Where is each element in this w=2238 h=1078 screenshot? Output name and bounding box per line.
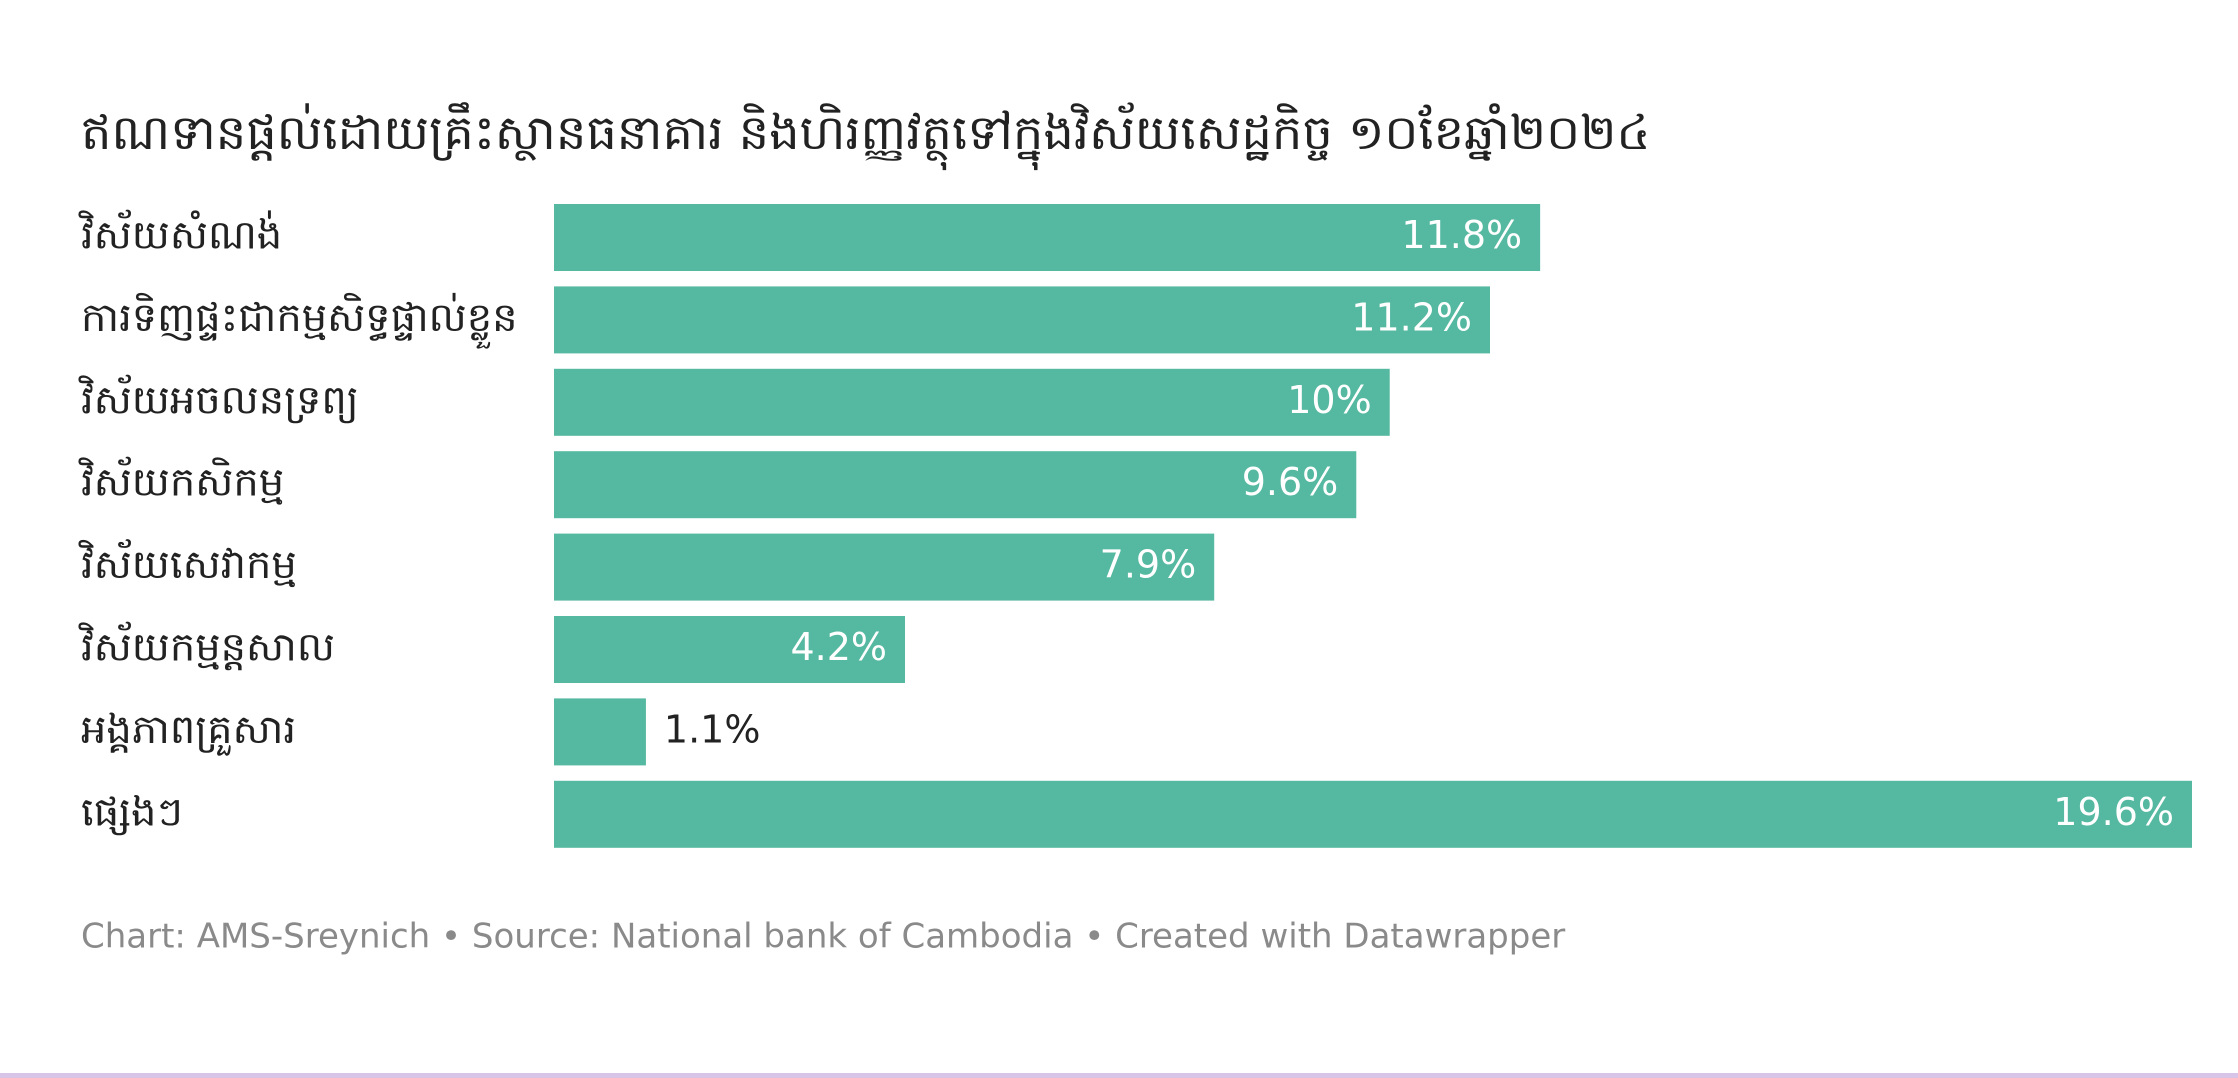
category-label: អង្គភាពគ្រួសារ [81, 707, 296, 756]
category-label: វិស័យកសិកម្ម [78, 457, 284, 506]
value-label: 9.6% [1242, 460, 1339, 504]
bar [554, 780, 2192, 848]
category-label: វិស័យអចលនទ្រព្យ [78, 374, 359, 423]
value-label: 11.8% [1401, 213, 1522, 257]
bottom-border [0, 1073, 2238, 1078]
value-label: 19.6% [2053, 790, 2174, 834]
bar [554, 368, 1390, 436]
bar [554, 451, 1357, 519]
chart-title: ឥណទានផ្តល់ដោយគ្រឹះស្ថានធនាគារ និងហិរញ្ញវ… [81, 102, 1650, 171]
value-label: 7.9% [1100, 543, 1197, 587]
category-label: វិស័យសំណង់ [78, 210, 282, 259]
value-label: 4.2% [790, 625, 887, 669]
category-label: វិស័យសេវាកម្ម [78, 539, 297, 588]
bar [554, 698, 646, 766]
value-label: 10% [1287, 378, 1371, 422]
bar [554, 616, 905, 683]
bar [554, 533, 1215, 601]
bar [554, 286, 1490, 354]
category-label: ការទិញផ្ទះជាកម្មសិទ្ធផ្ទាល់ខ្លួន [81, 292, 518, 349]
bar [554, 204, 1541, 271]
chart-footer: Chart: AMS-Sreynich • Source: National b… [81, 917, 1565, 957]
value-label: 11.2% [1351, 295, 1472, 339]
category-label: វិស័យកម្មន្តសាល [78, 622, 335, 671]
value-label: 1.1% [664, 707, 761, 751]
category-label: ផ្សេងៗ [81, 789, 183, 835]
